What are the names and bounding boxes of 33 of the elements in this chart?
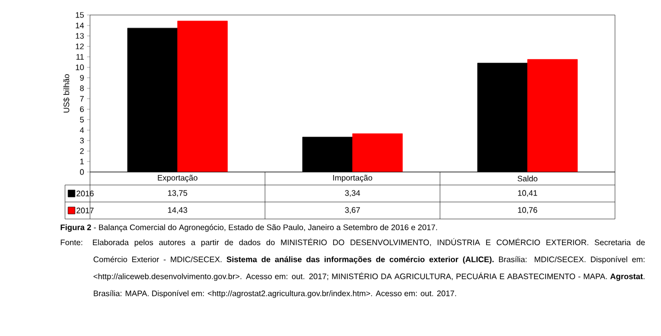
x-tick-label: Importação [333,174,372,182]
y-tick-label: 4 [80,127,84,133]
text: Figura 2 - Balança Comercial do Agronegócio, Estado de São Paulo, Janeiro a Setembro de 2016 e 2017. [60,224,437,232]
y-tick-label: 2 [80,148,84,154]
y-tick-label: 3 [80,138,84,144]
bar [527,59,578,172]
y-tick-label: 10 [76,64,84,70]
x-tick-label: Exportação [158,174,198,182]
y-tick-label: 0 [80,169,84,175]
y-tick-label: 12 [76,44,84,50]
data-label: 14,43 [168,207,188,214]
bar [352,133,403,172]
legend-label: 2016 [76,190,94,196]
y-axis-title: US$ bilhão [63,74,70,112]
y-tick-label: 8 [80,85,84,92]
data-label: 3,67 [345,207,360,214]
x-tick-label: Saldo [518,176,538,182]
data-label: 13,75 [168,190,188,197]
y-tick-label: 1 [80,158,84,164]
data-label: 10,76 [518,207,538,214]
text: Fonte: Elaborada pelos autores a partir de dados do MINISTÉRIO DO DESENVOLVIMENTO, INDÚSTRIA E COMÉRCIO EXTERIOR. Secretaria de Comércio Exterior - MDIC/SECEX. Sistema de análise das informações de comércio exterior (ALICE). Brasília: MDIC/SECEX. Disponível em: <http://aliceweb.desenvolvimento.gov.br>. Acesso em: out. 2017; MINISTÉRIO DA AGRICULTURA, PECUÁRIA E ABASTECIMENTO - MAPA. Agrostat. Brasília: MAPA. Disponível em: <http://agrostat2.agricultura.gov.br/index.htm>. Acesso em: out. 2017. [60,238,645,298]
bar [177,20,228,172]
data-label: 3,34 [345,190,360,197]
y-tick-label: 9 [80,74,84,81]
y-tick-label: 5 [80,116,84,122]
y-tick-label: 6 [80,106,84,112]
legend-label: 2017 [76,208,94,214]
y-tick-label: 11 [76,54,84,60]
y-tick-label: 13 [76,33,84,39]
y-tick-label: 14 [76,22,84,28]
data-label: 10,41 [518,190,538,197]
y-tick-label: 15 [76,12,84,18]
y-tick-label: 7 [80,96,84,102]
